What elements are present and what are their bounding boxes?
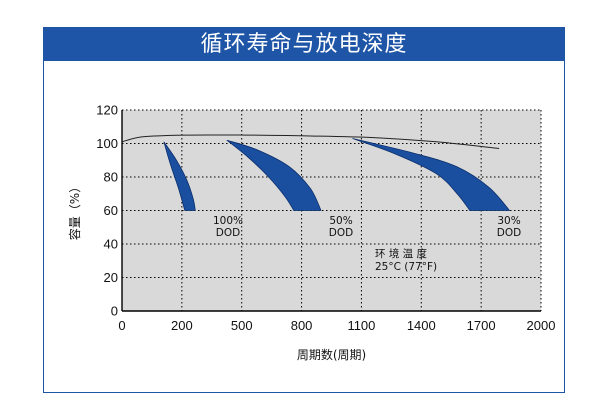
y-tick-label: 120 <box>96 103 118 118</box>
temperature-label: 环 境 温 度 <box>375 247 428 260</box>
y-tick-label: 100 <box>96 136 118 151</box>
x-tick-label: 1700 <box>467 318 496 333</box>
x-tick-label: 800 <box>291 318 313 333</box>
dod-label-text: DOD <box>216 227 240 239</box>
chart-title: 循环寿命与放电深度 <box>44 28 564 61</box>
y-tick-label: 20 <box>104 270 118 285</box>
dod-label-value: 30% <box>497 215 520 227</box>
dod-band-3 <box>352 138 511 211</box>
capacity-envelope-line <box>121 134 500 149</box>
y-tick-label: 0 <box>111 304 118 319</box>
x-tick-label: 2000 <box>527 318 556 333</box>
dod-label-text: DOD <box>329 227 353 239</box>
dod-band-1 <box>163 141 196 211</box>
dod-label-value: 50% <box>329 215 352 227</box>
x-axis-title: 周期数(周期) <box>297 347 366 362</box>
y-tick-label: 40 <box>104 237 118 252</box>
temperature-value: 25°C (77°F) <box>375 261 437 273</box>
y-tick-label: 60 <box>104 203 118 218</box>
x-tick-label: 1400 <box>407 318 436 333</box>
x-tick-label: 0 <box>118 318 125 333</box>
dod-band-2 <box>226 139 322 211</box>
x-tick-label: 500 <box>231 318 253 333</box>
x-tick-label: 200 <box>171 318 193 333</box>
dod-label-value: 100% <box>213 215 243 227</box>
y-tick-label: 80 <box>104 170 118 185</box>
x-tick-label: 1100 <box>347 318 375 333</box>
dod-label-text: DOD <box>497 227 521 239</box>
y-axis-title: 容量（%） <box>67 181 82 240</box>
